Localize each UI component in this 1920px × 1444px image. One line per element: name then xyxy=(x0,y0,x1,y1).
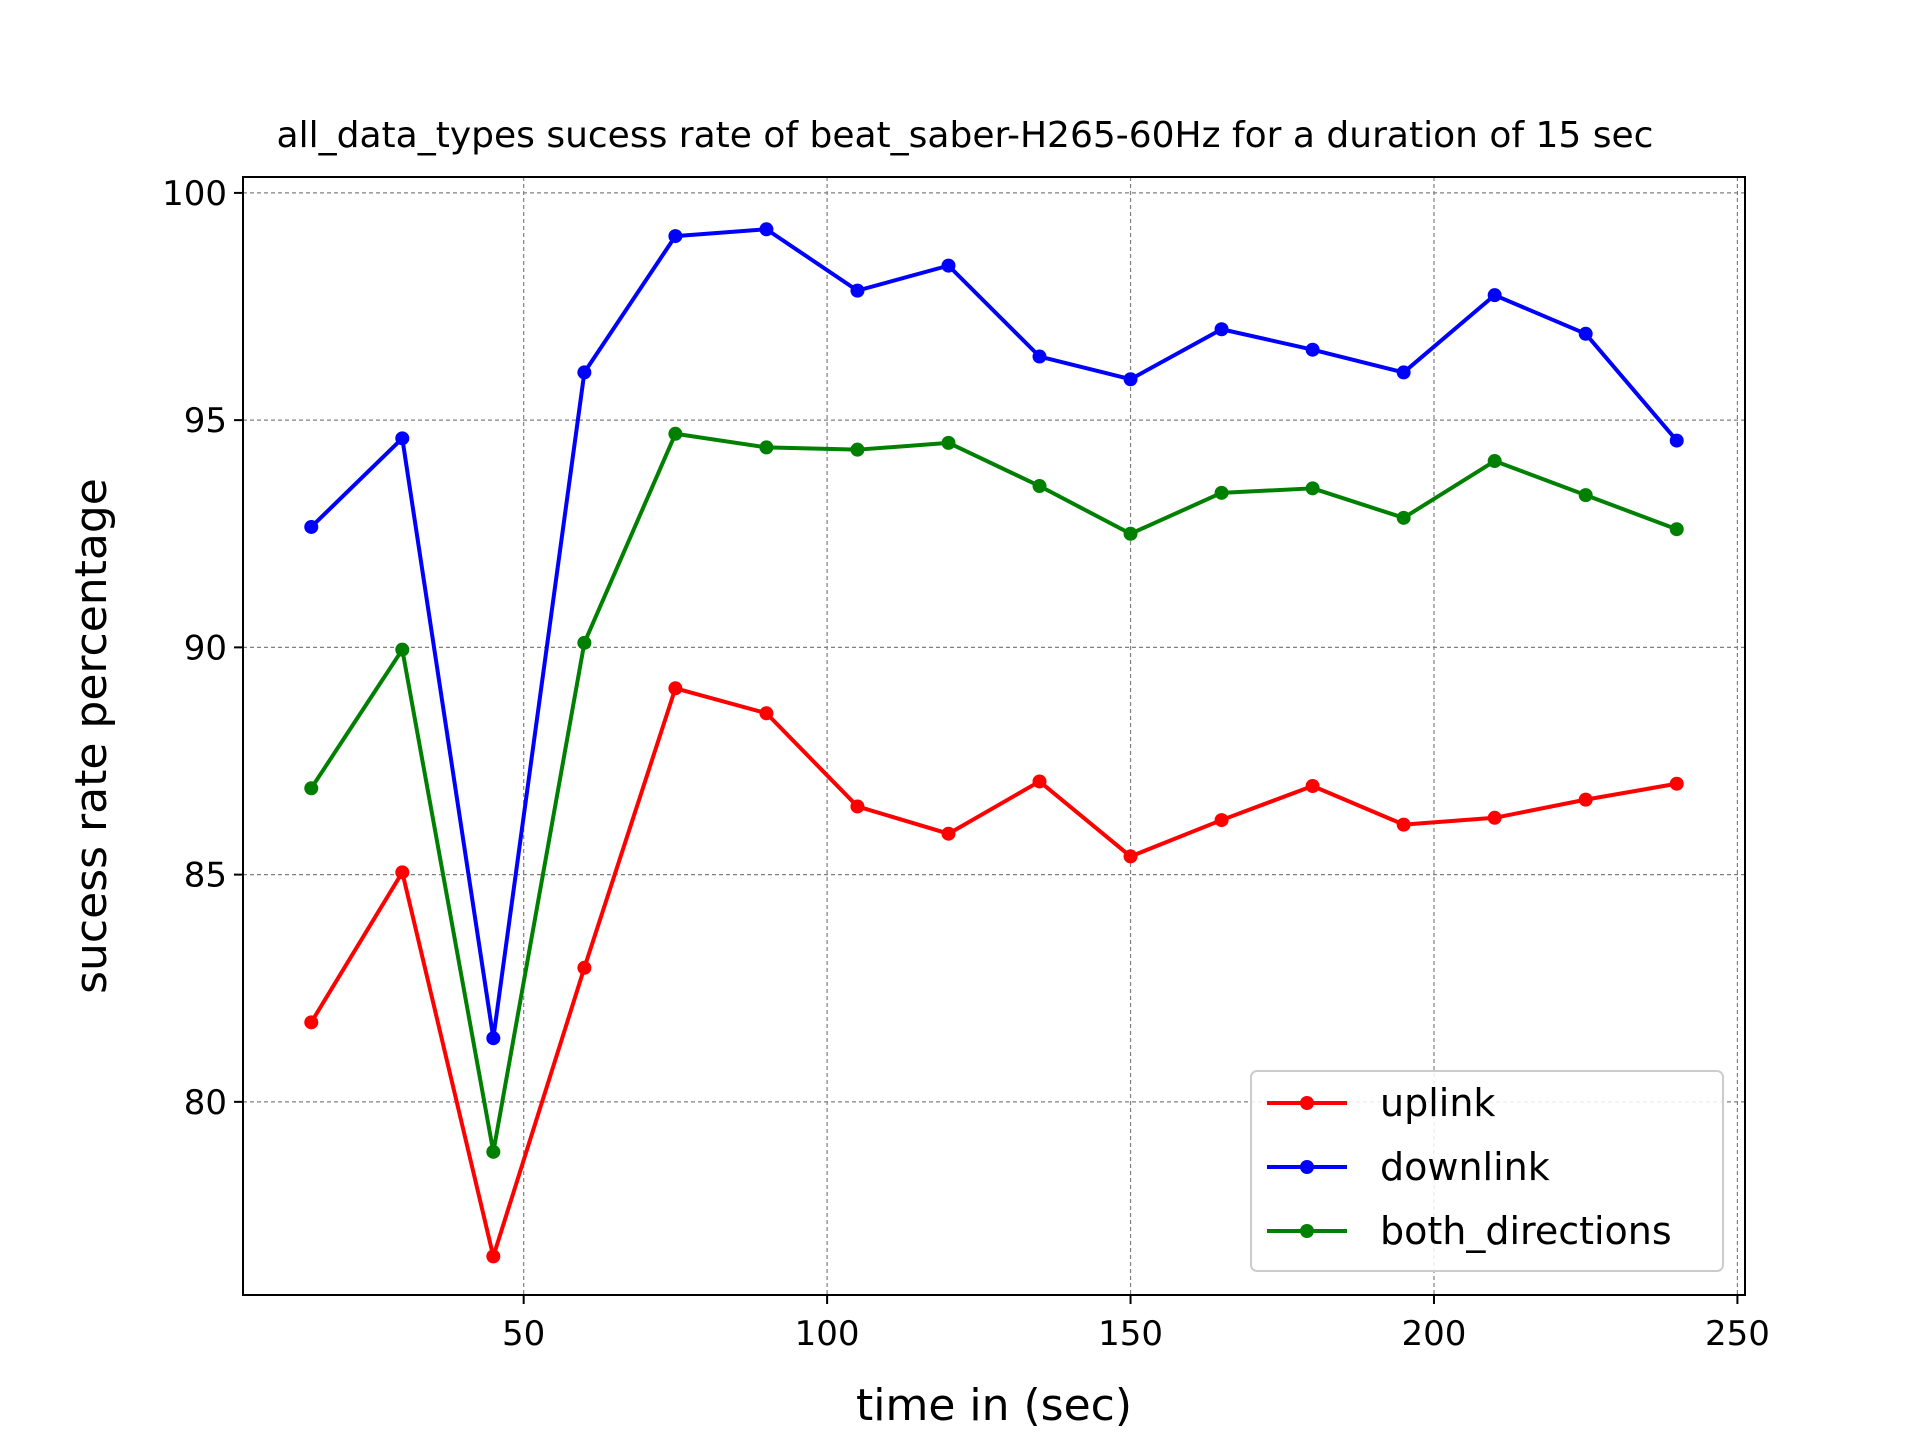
data-point xyxy=(1669,522,1684,537)
data-point xyxy=(577,365,592,380)
series-uplink xyxy=(304,681,1684,1264)
data-point xyxy=(1032,349,1047,364)
data-point xyxy=(759,440,774,455)
data-point xyxy=(304,519,319,534)
data-point xyxy=(1123,849,1138,864)
data-point xyxy=(850,283,865,298)
x-tick-label: 150 xyxy=(1098,1314,1163,1354)
x-tick-label: 250 xyxy=(1705,1314,1770,1354)
legend-entry: downlink xyxy=(1267,1145,1550,1189)
data-point xyxy=(1669,776,1684,791)
data-point xyxy=(1305,778,1320,793)
legend-label: both_directions xyxy=(1380,1209,1672,1253)
series-line xyxy=(309,227,1679,1041)
chart-title: all_data_types sucess rate of beat_saber… xyxy=(277,115,1654,156)
data-point xyxy=(486,1249,501,1264)
data-point xyxy=(1305,481,1320,496)
axis-ticks: 50 100 150 200 250 80 85 90 95 100 xyxy=(162,174,1770,1354)
data-point xyxy=(1032,479,1047,494)
y-axis-title: sucess rate percentage xyxy=(66,478,117,994)
data-point xyxy=(577,960,592,975)
x-tick-label: 200 xyxy=(1402,1314,1467,1354)
data-point xyxy=(1396,510,1411,525)
data-point xyxy=(1305,342,1320,357)
plot-frame xyxy=(242,176,1746,1296)
data-point xyxy=(1487,810,1502,825)
data-point xyxy=(941,826,956,841)
data-point xyxy=(759,706,774,721)
series-layer xyxy=(304,222,1684,1264)
data-point xyxy=(1214,322,1229,337)
x-tick-label: 50 xyxy=(502,1314,545,1354)
data-point xyxy=(1123,372,1138,387)
y-tick-label: 80 xyxy=(184,1083,227,1123)
data-point xyxy=(850,442,865,457)
series-line xyxy=(309,431,1678,1154)
legend-swatch-marker xyxy=(1300,1224,1314,1238)
data-point xyxy=(304,1015,319,1030)
data-point xyxy=(395,865,410,880)
x-axis-title: time in (sec) xyxy=(856,1380,1132,1431)
data-point xyxy=(941,258,956,273)
data-point xyxy=(668,681,683,696)
data-point xyxy=(1214,485,1229,500)
data-point xyxy=(395,642,410,657)
x-tick-label: 100 xyxy=(795,1314,860,1354)
data-point xyxy=(1487,454,1502,469)
data-point xyxy=(1214,813,1229,828)
legend-box xyxy=(1250,1070,1724,1272)
legend: uplink downlink both_directions xyxy=(1250,1070,1724,1272)
y-tick-label: 85 xyxy=(184,856,227,896)
data-point xyxy=(486,1031,501,1046)
legend-label: uplink xyxy=(1380,1081,1495,1125)
data-point xyxy=(1487,288,1502,303)
data-point xyxy=(941,435,956,450)
data-point xyxy=(668,229,683,244)
data-point xyxy=(304,781,319,796)
legend-swatch-marker xyxy=(1300,1160,1314,1174)
data-point xyxy=(1578,488,1593,503)
y-tick-label: 100 xyxy=(162,174,227,214)
data-point xyxy=(1396,365,1411,380)
data-point xyxy=(1578,326,1593,341)
data-point xyxy=(486,1144,501,1159)
legend-entry: both_directions xyxy=(1267,1209,1672,1253)
y-tick-label: 90 xyxy=(184,628,227,668)
legend-label: downlink xyxy=(1380,1145,1550,1189)
legend-swatch-marker xyxy=(1300,1096,1314,1110)
data-point xyxy=(1669,433,1684,448)
data-point xyxy=(577,635,592,650)
data-point xyxy=(759,222,774,237)
data-point xyxy=(1578,792,1593,807)
data-point xyxy=(1396,817,1411,832)
y-tick-label: 95 xyxy=(184,401,227,441)
legend-entry: uplink xyxy=(1267,1081,1495,1125)
data-point xyxy=(1032,774,1047,789)
data-point xyxy=(850,799,865,814)
data-point xyxy=(1123,526,1138,541)
series-both-directions xyxy=(304,426,1684,1159)
data-point xyxy=(395,431,410,446)
series-downlink xyxy=(304,222,1684,1046)
series-line xyxy=(309,686,1678,1259)
data-point xyxy=(668,426,683,441)
